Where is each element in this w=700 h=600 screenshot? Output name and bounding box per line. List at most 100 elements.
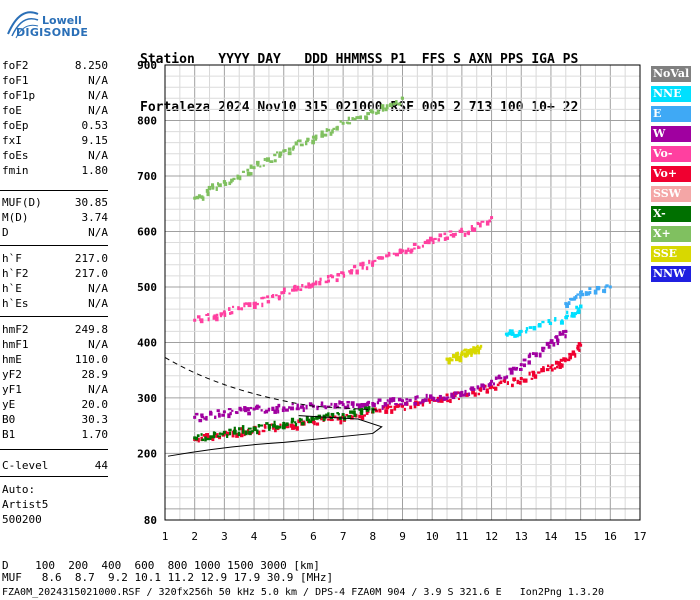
trace-mark: [349, 410, 354, 414]
trace-mark: [432, 240, 435, 245]
trace-mark: [289, 423, 294, 428]
data-point: [222, 432, 226, 436]
param-label: foE: [2, 104, 22, 117]
trace-mark: [528, 371, 531, 376]
trace-mark: [211, 435, 216, 439]
trace-mark: [381, 405, 384, 410]
param-label: h`F2: [2, 267, 29, 280]
trace-mark: [421, 398, 425, 404]
trace-mark: [335, 126, 339, 131]
trace-mark: [449, 233, 453, 237]
trace-mark: [467, 392, 471, 397]
trace-mark: [218, 436, 222, 440]
trace-mark: [366, 112, 371, 116]
trace-mark: [294, 421, 297, 424]
trace-mark: [414, 395, 417, 401]
trace-mark: [320, 417, 323, 421]
trace-mark: [194, 436, 199, 441]
data-point: [490, 385, 494, 389]
trace-mark: [561, 319, 564, 323]
legend-item: X+: [651, 226, 691, 242]
param-value: N/A: [88, 104, 108, 117]
trace-mark: [505, 375, 509, 379]
trace-mark: [368, 259, 371, 264]
trace-mark: [266, 300, 271, 304]
trace-mark: [231, 409, 234, 412]
trace-mark: [302, 407, 305, 412]
trace-mark: [525, 329, 528, 334]
trace-mark: [445, 393, 449, 397]
trace-mark: [552, 342, 556, 347]
param-value: N/A: [88, 297, 108, 310]
trace-mark: [261, 429, 266, 433]
trace-mark: [342, 273, 346, 278]
trace-mark: [474, 348, 477, 352]
trace-mark: [577, 307, 581, 311]
trace-mark: [236, 175, 240, 180]
data-point: [282, 291, 286, 294]
trace-mark: [390, 409, 394, 414]
divider: [0, 476, 108, 477]
trace-mark: [295, 407, 300, 411]
trace-mark: [385, 254, 389, 258]
trace-mark: [518, 367, 523, 371]
param-value: 217.0: [74, 252, 108, 265]
trace-mark: [215, 316, 219, 322]
trace-mark: [247, 411, 251, 416]
trace-mark: [358, 408, 361, 411]
trace-mark: [506, 333, 509, 337]
trace-mark: [296, 403, 299, 408]
trace-mark: [540, 367, 543, 373]
trace-mark: [205, 415, 208, 421]
trace-mark: [360, 415, 365, 420]
trace-mark: [205, 188, 209, 193]
trace-mark: [247, 302, 252, 308]
param-label: D: [2, 226, 9, 239]
trace-mark: [352, 410, 356, 415]
trace-mark: [293, 284, 297, 289]
trace-mark: [239, 175, 242, 181]
trace-mark: [365, 266, 369, 271]
legend-item: NNE: [651, 86, 691, 102]
trace-mark: [294, 422, 298, 427]
trace-mark: [427, 239, 431, 245]
data-point: [401, 399, 404, 403]
trace-mark: [508, 329, 511, 334]
params-group-frequencies: foF2 8.250 foF1 N/A foF1p N/A foE N/A foEp 0.53 fx…: [2, 58, 108, 178]
trace-mark: [388, 401, 391, 405]
trace-mark: [257, 423, 261, 428]
trace-mark: [299, 143, 304, 147]
trace-mark: [357, 116, 360, 119]
param-value: 0.53: [81, 119, 109, 132]
param-row: foF2 8.250: [2, 58, 108, 73]
trace-mark: [219, 314, 223, 318]
trace-mark: [267, 424, 272, 429]
trace-mark: [298, 139, 302, 143]
trace-mark: [195, 412, 199, 416]
trace-mark: [268, 427, 271, 431]
trace-mark: [207, 185, 211, 191]
series-E: [564, 284, 612, 308]
trace-mark: [541, 320, 545, 324]
trace-mark: [255, 160, 260, 165]
data-point: [490, 216, 494, 220]
trace-mark: [200, 416, 205, 419]
data-point: [282, 149, 286, 153]
data-point: [252, 166, 256, 170]
data-point: [430, 238, 434, 242]
trace-mark: [351, 117, 354, 121]
trace-mark: [248, 430, 252, 435]
trace-mark: [196, 315, 201, 319]
trace-mark: [459, 353, 463, 358]
data-point: [519, 377, 523, 381]
trace-mark: [261, 296, 266, 299]
trace-mark: [397, 102, 402, 106]
param-label: hmE: [2, 353, 22, 366]
trace-mark: [477, 392, 481, 396]
param-value: 30.85: [74, 196, 108, 209]
trace-mark: [445, 236, 450, 240]
muf-row: MUF 8.6 8.7 9.2 10.1 11.2 12.9 17.9 30.9…: [2, 571, 334, 584]
data-point: [608, 285, 612, 289]
trace-mark: [264, 425, 267, 429]
trace-mark: [315, 415, 319, 420]
